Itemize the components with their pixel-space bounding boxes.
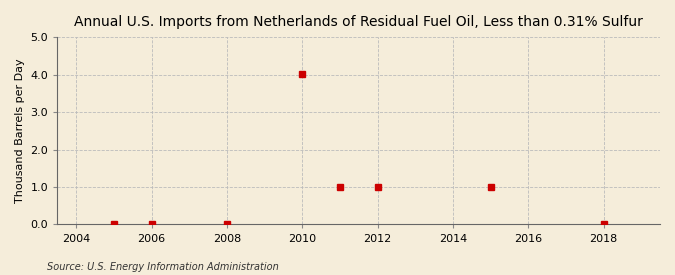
Text: Source: U.S. Energy Information Administration: Source: U.S. Energy Information Administ… (47, 262, 279, 272)
Title: Annual U.S. Imports from Netherlands of Residual Fuel Oil, Less than 0.31% Sulfu: Annual U.S. Imports from Netherlands of … (74, 15, 643, 29)
Y-axis label: Thousand Barrels per Day: Thousand Barrels per Day (15, 59, 25, 203)
